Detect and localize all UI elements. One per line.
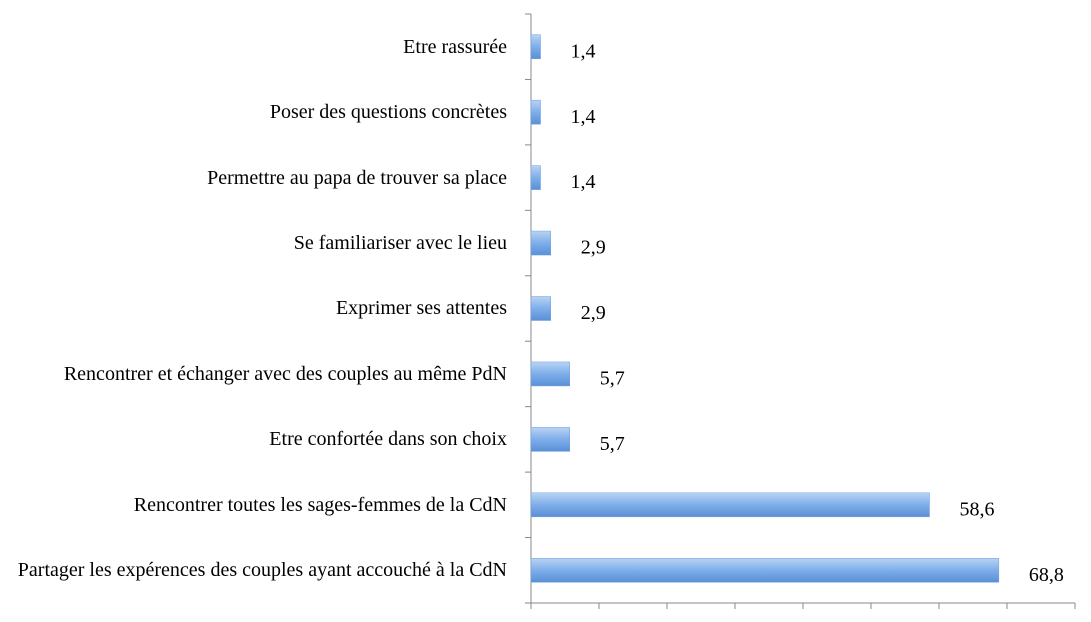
bar — [530, 34, 541, 59]
value-label: 5,7 — [600, 433, 625, 455]
category-label: Partager les expérences des couples ayan… — [7, 538, 507, 603]
category-label: Exprimer ses attentes — [7, 276, 507, 341]
value-label: 5,7 — [600, 368, 625, 390]
value-label: 1,4 — [571, 106, 596, 128]
category-label: Etre rassurée — [7, 14, 507, 79]
category-text: Exprimer ses attentes — [335, 297, 507, 320]
category-label: Etre confortée dans son choix — [7, 407, 507, 472]
value-label: 1,4 — [571, 171, 596, 193]
bar — [530, 361, 571, 387]
category-label: Se familiariser avec le lieu — [7, 210, 507, 275]
category-text: Partager les expérences des couples ayan… — [17, 559, 507, 582]
value-label: 2,9 — [581, 237, 606, 259]
bar — [530, 165, 541, 190]
bar — [530, 230, 551, 256]
category-label: Rencontrer et échanger avec des couples … — [7, 341, 507, 406]
category-label: Rencontrer toutes les sages-femmes de la… — [7, 472, 507, 537]
category-text: Etre rassurée — [403, 35, 507, 58]
category-text: Rencontrer toutes les sages-femmes de la… — [133, 493, 507, 516]
category-label: Poser des questions concrètes — [7, 79, 507, 144]
bar — [530, 99, 541, 125]
value-label: 1,4 — [571, 40, 596, 62]
value-label: 2,9 — [581, 302, 606, 324]
bar — [530, 427, 571, 452]
value-label: 68,8 — [1029, 564, 1064, 586]
category-text: Rencontrer et échanger avec des couples … — [63, 362, 507, 385]
category-text: Etre confortée dans son choix — [269, 428, 507, 451]
category-label: Permettre au papa de trouver sa place — [7, 145, 507, 210]
value-label: 58,6 — [959, 498, 994, 520]
bar — [530, 296, 551, 321]
bar — [530, 558, 1000, 583]
category-text: Se familiariser avec le lieu — [293, 232, 507, 255]
category-text: Poser des questions concrètes — [269, 101, 507, 124]
category-text: Permettre au papa de trouver sa place — [207, 166, 507, 189]
bar — [530, 492, 930, 518]
